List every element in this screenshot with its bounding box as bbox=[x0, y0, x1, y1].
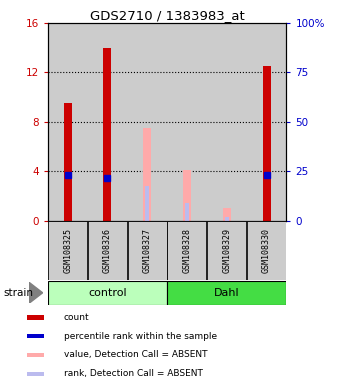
Text: Dahl: Dahl bbox=[214, 288, 240, 298]
Title: GDS2710 / 1383983_at: GDS2710 / 1383983_at bbox=[90, 9, 244, 22]
Text: GSM108327: GSM108327 bbox=[143, 228, 152, 273]
Bar bbox=[167, 281, 286, 305]
Bar bbox=[88, 23, 127, 221]
Polygon shape bbox=[29, 282, 43, 303]
Text: value, Detection Call = ABSENT: value, Detection Call = ABSENT bbox=[64, 351, 207, 359]
Bar bbox=[183, 170, 191, 221]
Bar bbox=[27, 334, 44, 338]
Text: control: control bbox=[88, 288, 127, 298]
Bar bbox=[263, 66, 270, 221]
Text: GSM108326: GSM108326 bbox=[103, 228, 112, 273]
Bar bbox=[223, 209, 231, 221]
Bar bbox=[64, 103, 72, 221]
Bar bbox=[48, 222, 87, 280]
Bar bbox=[145, 186, 149, 221]
Bar bbox=[167, 23, 207, 221]
Text: GSM108330: GSM108330 bbox=[262, 228, 271, 273]
Bar bbox=[225, 217, 229, 221]
Bar bbox=[27, 353, 44, 357]
Text: rank, Detection Call = ABSENT: rank, Detection Call = ABSENT bbox=[64, 369, 203, 378]
Bar bbox=[185, 204, 189, 221]
Bar bbox=[247, 222, 286, 280]
Bar bbox=[128, 222, 167, 280]
Text: percentile rank within the sample: percentile rank within the sample bbox=[64, 332, 217, 341]
Bar bbox=[48, 23, 88, 221]
Bar bbox=[247, 23, 286, 221]
Text: strain: strain bbox=[3, 288, 33, 298]
Bar bbox=[167, 222, 206, 280]
Bar bbox=[103, 48, 112, 221]
Text: GSM108328: GSM108328 bbox=[182, 228, 192, 273]
Bar bbox=[207, 23, 247, 221]
Bar bbox=[27, 315, 44, 319]
Text: GSM108329: GSM108329 bbox=[222, 228, 231, 273]
Bar bbox=[27, 372, 44, 376]
Bar bbox=[127, 23, 167, 221]
Bar bbox=[143, 128, 151, 221]
Bar bbox=[88, 222, 127, 280]
Text: GSM108325: GSM108325 bbox=[63, 228, 72, 273]
Bar bbox=[207, 222, 246, 280]
Text: count: count bbox=[64, 313, 89, 322]
Bar bbox=[48, 281, 167, 305]
